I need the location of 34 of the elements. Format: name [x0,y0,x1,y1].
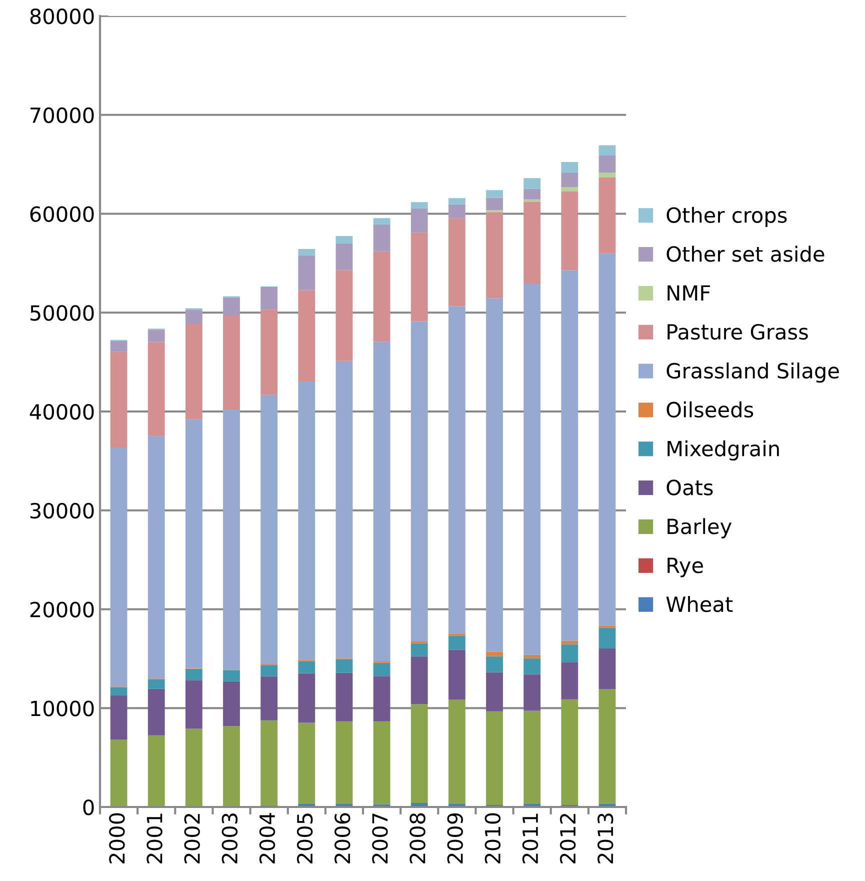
x-tick-label: 2006 [334,813,350,864]
legend-label: Other crops [666,206,787,228]
legend-label: Pasture Grass [668,324,808,340]
legend-label: Wheat [666,596,733,612]
legend-label: Barley [668,518,732,538]
y-tick-label: 70000 [30,107,94,124]
y-tick-label: 30000 [30,502,94,519]
x-tick-label: 2010 [484,813,501,864]
legend-label: Rye [668,558,703,578]
x-tick-label: 2001 [146,814,162,864]
y-tick-label: 40000 [30,404,94,420]
x-tick-label: 2007 [372,814,388,864]
y-tick-label: 80000 [30,8,94,24]
y-tick-label: 0 [83,799,94,816]
x-tick-label: 2013 [598,814,614,864]
x-tick-label: 2012 [560,814,576,864]
legend-label: Other set aside [666,246,824,262]
y-tick-label: 20000 [30,602,94,618]
legend-label: Mixedgrain [668,440,779,460]
y-tick-label: 10000 [31,700,94,716]
y-tick-label: 60000 [30,206,94,222]
x-tick-label: 2005 [296,814,313,864]
x-tick-label: 2000 [109,813,125,864]
legend-label: Oilseeds [666,401,754,418]
x-tick-label: 2002 [184,814,200,864]
legend-label: Grassland Silage [666,362,839,383]
x-tick-label: 2003 [222,814,238,864]
x-tick-label: 2009 [447,813,463,864]
y-tick-label: 50000 [30,305,94,321]
x-tick-label: 2011 [522,814,538,864]
x-tick-label: 2004 [259,813,276,864]
legend-label: NMF [668,285,710,301]
x-tick-label: 2008 [410,813,426,864]
legend-label: Oats [666,480,713,496]
